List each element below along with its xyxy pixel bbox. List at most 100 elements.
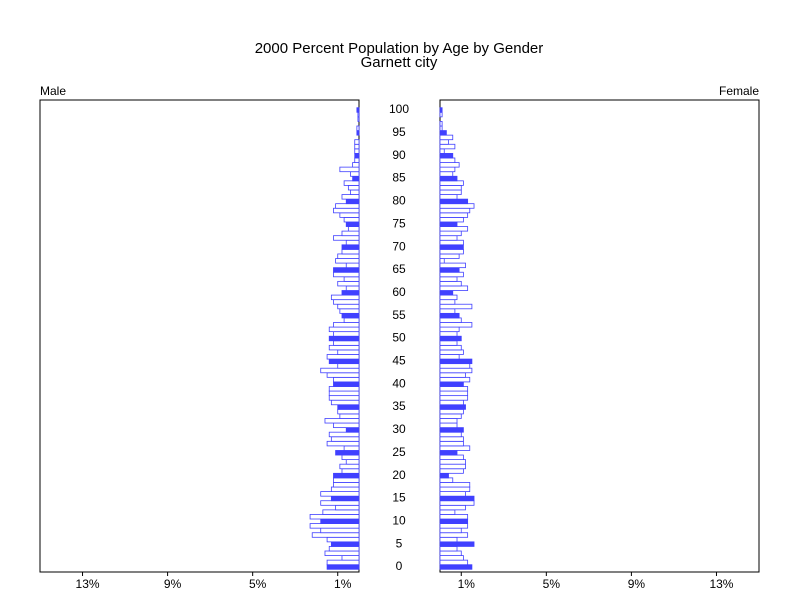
bar — [439, 171, 454, 177]
bar — [439, 344, 462, 351]
bar — [439, 253, 460, 259]
bar — [439, 203, 475, 209]
bar — [439, 354, 460, 360]
bar — [439, 207, 471, 214]
age-label: 15 — [392, 491, 406, 505]
bar — [439, 276, 458, 282]
bar — [335, 203, 360, 209]
bar — [326, 354, 360, 360]
bar — [333, 271, 360, 278]
female-panel — [439, 99, 760, 573]
bar — [439, 381, 464, 387]
bar — [439, 422, 458, 429]
bar — [341, 248, 360, 255]
age-label: 35 — [392, 399, 406, 413]
age-label: 20 — [392, 468, 406, 482]
bar — [339, 413, 360, 419]
age-label: 85 — [392, 171, 406, 185]
bar — [439, 262, 466, 269]
x-tick-label: 1% — [458, 577, 476, 591]
bar — [343, 445, 360, 451]
age-label: 25 — [392, 445, 406, 459]
male-panel — [39, 99, 360, 573]
bar — [320, 491, 360, 497]
x-tick-label: 13% — [76, 577, 100, 591]
bar — [354, 153, 360, 159]
age-label: 60 — [392, 285, 406, 299]
bar — [439, 546, 458, 552]
bar — [335, 258, 360, 264]
bar — [345, 198, 360, 205]
bar — [354, 157, 360, 163]
bar — [439, 212, 469, 218]
bar — [439, 523, 469, 529]
bar — [345, 262, 360, 269]
bar — [439, 518, 469, 524]
bar — [326, 564, 360, 570]
bar — [328, 431, 360, 438]
bar — [439, 285, 469, 291]
bar — [341, 468, 360, 474]
bar — [337, 363, 360, 369]
bar — [324, 418, 360, 424]
bar — [439, 436, 464, 442]
bar — [439, 175, 458, 182]
bar — [345, 239, 360, 246]
bar — [439, 500, 475, 506]
bar — [439, 111, 443, 118]
bar — [328, 344, 360, 351]
bar — [439, 514, 469, 520]
bar — [439, 235, 458, 241]
bar — [439, 367, 473, 374]
bar — [439, 216, 464, 223]
bar — [333, 331, 360, 337]
x-tick-label: 13% — [709, 577, 733, 591]
bar — [341, 290, 360, 296]
bar — [439, 477, 454, 483]
bar — [333, 299, 360, 305]
bar — [439, 271, 464, 278]
bar — [352, 175, 360, 182]
bar — [439, 244, 464, 250]
age-label: 75 — [392, 216, 406, 230]
bar — [326, 372, 360, 378]
bar — [345, 427, 360, 433]
bar — [439, 472, 449, 479]
age-label: 80 — [392, 194, 406, 208]
bar — [439, 399, 464, 406]
bar — [439, 294, 458, 301]
bar — [320, 518, 360, 524]
bar — [328, 358, 360, 365]
bar — [324, 550, 360, 556]
x-tick-label: 9% — [164, 577, 182, 591]
bar — [439, 331, 458, 337]
bar — [337, 408, 360, 415]
bar — [341, 244, 360, 250]
bar — [309, 523, 360, 529]
bar — [439, 363, 471, 369]
bar — [439, 495, 475, 502]
bar — [439, 427, 464, 433]
bar — [357, 111, 360, 118]
bar — [439, 559, 469, 566]
bar — [439, 541, 475, 547]
bar — [347, 185, 360, 191]
panel-label: Female — [719, 84, 759, 98]
bar — [341, 312, 360, 319]
x-tick-label: 5% — [249, 577, 267, 591]
bar — [439, 482, 471, 488]
bar — [356, 130, 360, 136]
bar — [328, 546, 360, 552]
bar — [333, 472, 360, 479]
bar — [439, 491, 466, 497]
bar — [330, 495, 360, 502]
bar — [439, 157, 456, 163]
bar — [439, 130, 447, 136]
bar — [333, 477, 360, 483]
age-label: 95 — [392, 125, 406, 139]
bar — [357, 116, 360, 122]
bar — [439, 555, 464, 561]
bar — [320, 500, 360, 506]
bar — [320, 527, 360, 534]
